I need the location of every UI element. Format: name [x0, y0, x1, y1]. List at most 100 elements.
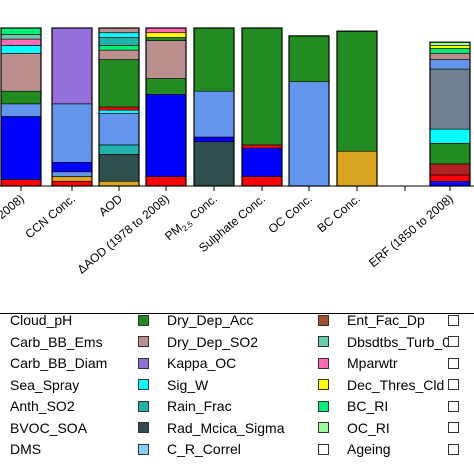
- legend-swatch: [318, 336, 329, 347]
- bar-segment-5-0: [241, 176, 283, 187]
- bar-segment-5-3: [241, 27, 283, 146]
- legend-item: [448, 353, 474, 373]
- x-tick-label-2: AOD: [96, 191, 125, 219]
- legend-item: C_R_Correl: [138, 439, 241, 459]
- bar-segment-9-1: [429, 174, 471, 182]
- bar-segment-9-4: [429, 128, 471, 144]
- legend-item: OC_RI: [318, 418, 390, 438]
- legend-item: Ageing: [318, 439, 391, 459]
- bar-segment-4-1: [193, 136, 235, 143]
- x-tick-label-1: CCN Conc.: [22, 192, 77, 242]
- bar-segment-0-0: [0, 179, 42, 187]
- bar-segment-0-4: [0, 52, 42, 92]
- legend-label: Carb_BB_Diam: [10, 355, 108, 371]
- legend-item: Rad_Mcica_Sigma: [138, 418, 285, 438]
- x-tick-label-0: 2008): [0, 192, 27, 222]
- bar-segment-9-9: [429, 45, 471, 49]
- bar-segment-2-10: [98, 32, 140, 38]
- bar-segment-4-3: [193, 27, 235, 92]
- bar-segment-2-8: [98, 45, 140, 51]
- bar-segment-0-1: [0, 116, 42, 180]
- bar-segment-7-1: [336, 30, 378, 152]
- bar-segment-0-7: [0, 34, 42, 40]
- bar-segment-9-7: [429, 52, 471, 60]
- bar-segment-9-3: [429, 143, 471, 165]
- legend-item: [448, 439, 474, 459]
- bar-segment-3-0: [145, 176, 187, 187]
- legend-item: Dec_Thres_Cld: [318, 375, 444, 395]
- legend-label: Cloud_pH: [10, 312, 73, 328]
- legend-swatch: [138, 443, 149, 455]
- bar-segment-2-4: [98, 109, 140, 114]
- legend-label: Anth_SO2: [10, 398, 75, 414]
- legend-swatch: [448, 357, 459, 369]
- legend-label: Ent_Fac_Dp: [347, 312, 425, 328]
- legend-item: [448, 332, 474, 352]
- legend-swatch: [448, 400, 459, 412]
- bar-segment-3-1: [145, 94, 187, 177]
- legend-label: Sea_Spray: [10, 376, 80, 393]
- legend-label: Rain_Frac: [167, 398, 232, 414]
- legend-label: Sig_W: [167, 376, 209, 393]
- legend-swatch: [318, 314, 329, 326]
- bar-segment-5-2: [241, 144, 283, 149]
- bar-segment-1-2: [51, 171, 93, 177]
- legend-label: DMS: [10, 441, 42, 457]
- legend-item: Sig_W: [138, 375, 208, 395]
- bar-segment-1-3: [51, 162, 93, 173]
- legend-swatch: [448, 422, 459, 433]
- legend-item: Dry_Dep_SO2: [138, 332, 258, 352]
- legend-swatch: [138, 314, 149, 326]
- bar-segment-3-6: [145, 27, 187, 34]
- legend-label: Ageing: [347, 441, 391, 457]
- legend-label: BC_RI: [347, 398, 389, 414]
- bar-segment-0-6: [0, 38, 42, 46]
- bar-segment-9-8: [429, 48, 471, 54]
- legend-item: [448, 375, 474, 395]
- bar-stack-3: [145, 27, 187, 187]
- bar-segment-2-3: [98, 113, 140, 146]
- legend-swatch: [318, 400, 329, 412]
- bar-segment-2-5: [98, 106, 140, 111]
- legend-item: Dbsdtbs_Turb_0: [318, 332, 450, 352]
- legend-top-border: [0, 313, 474, 474]
- legend-item: Kappa_OC: [138, 353, 236, 373]
- bar-segment-3-5: [145, 32, 187, 38]
- bar-segment-9-6: [429, 59, 471, 70]
- legend-label: Rad_Mcica_Sigma: [167, 419, 285, 436]
- legend-item: Carb_BB_Diam: [10, 353, 107, 373]
- bar-segment-1-4: [51, 103, 93, 163]
- legend-item: Sea_Spray: [10, 375, 79, 395]
- legend-label: OC_RI: [347, 419, 390, 436]
- x-tick-label-9: ERF (1850 to 2008): [366, 192, 456, 270]
- bar-stack-2: [98, 27, 140, 187]
- bar-segment-5-1: [241, 147, 283, 177]
- bar-segment-6-0: [288, 81, 330, 187]
- x-tick-label-3: ΔAOD (1978 to 2008): [75, 192, 172, 277]
- bar-segment-9-0: [429, 180, 471, 187]
- legend-label: Dec_Thres_Cld: [347, 376, 445, 393]
- legend-swatch: [318, 443, 329, 455]
- legend-label: Dry_Dep_SO2: [167, 333, 259, 350]
- bar-segment-1-1: [51, 176, 93, 182]
- bar-segment-3-2: [145, 78, 187, 95]
- legend-item: [448, 418, 474, 438]
- bar-segment-0-8: [0, 27, 42, 35]
- legend-item: Carb_BB_Ems: [10, 332, 103, 352]
- bar-segment-2-7: [98, 49, 140, 60]
- legend-item: [448, 310, 474, 330]
- bar-segment-2-1: [98, 154, 140, 182]
- bar-segment-3-4: [145, 37, 187, 41]
- bar-segment-0-3: [0, 90, 42, 105]
- bar-segment-0-2: [0, 103, 42, 117]
- x-tick-label-7: BC Conc.: [315, 192, 363, 236]
- legend-item: Rain_Frac: [138, 396, 232, 416]
- bar-stack-4: [193, 27, 235, 187]
- legend-item: DMS: [10, 439, 41, 459]
- legend-item: Cloud_pH: [10, 310, 72, 330]
- bar-stack-6: [288, 35, 330, 187]
- legend-swatch: [138, 422, 149, 433]
- legend-swatch: [448, 443, 459, 455]
- legend-label: Mparwtr: [347, 355, 398, 371]
- bar-stack-1: [51, 27, 93, 187]
